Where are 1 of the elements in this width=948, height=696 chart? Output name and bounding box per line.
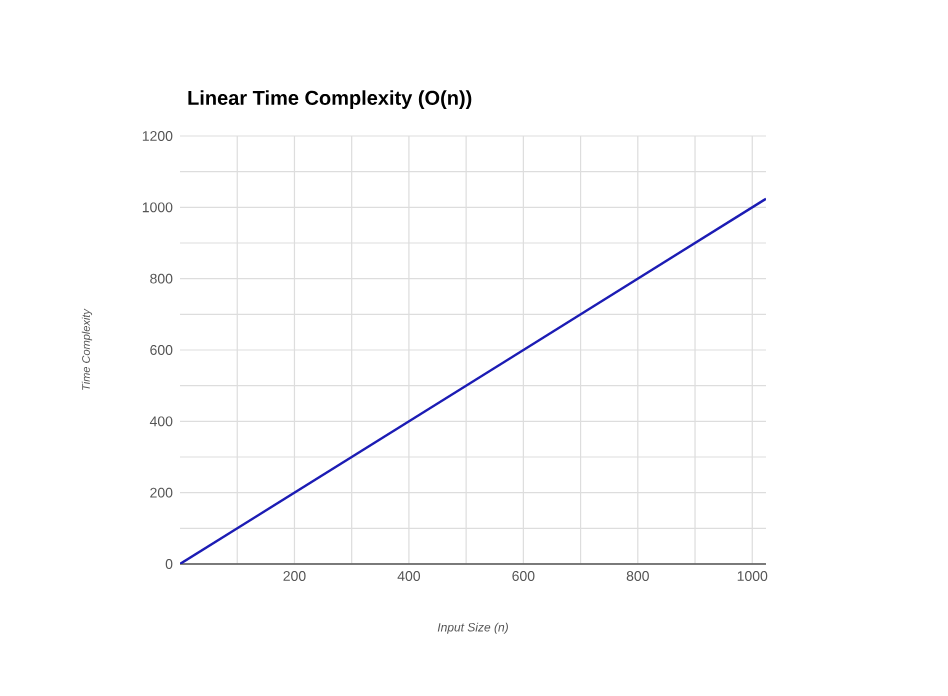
chart-title: Linear Time Complexity (O(n)) [188, 90, 472, 109]
